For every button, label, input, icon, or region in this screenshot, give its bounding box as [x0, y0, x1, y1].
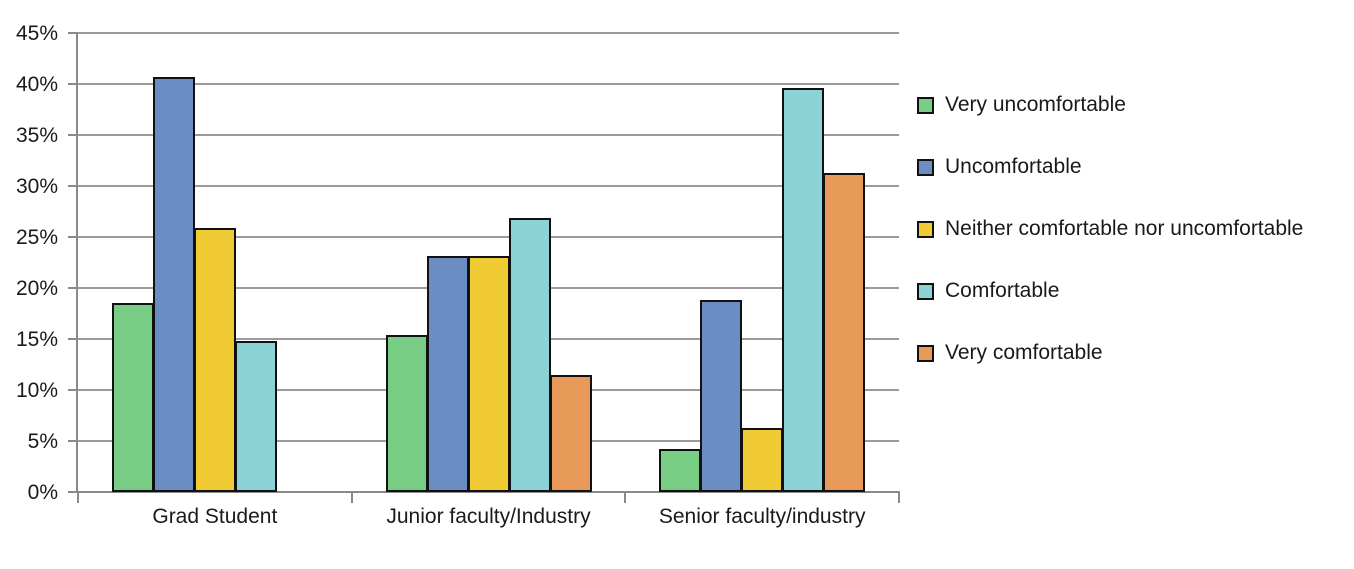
bar	[467, 256, 510, 492]
legend-item: Uncomfortable	[917, 156, 1082, 178]
y-axis-tick	[68, 491, 76, 493]
y-axis-tick-label: 5%	[27, 430, 58, 453]
bar	[549, 374, 592, 492]
x-axis-line	[76, 491, 900, 493]
x-axis-tick	[350, 493, 353, 503]
gridline	[78, 236, 899, 238]
legend-item: Comfortable	[917, 280, 1059, 302]
legend-item: Very uncomfortable	[917, 94, 1126, 116]
legend-label: Neither comfortable nor uncomfortable	[945, 217, 1304, 240]
y-axis-tick-label: 40%	[15, 73, 58, 96]
legend-swatch-icon	[917, 282, 934, 300]
y-axis-tick-label: 25%	[15, 226, 58, 249]
legend-label: Uncomfortable	[945, 155, 1082, 178]
y-axis-tick-label: 20%	[15, 277, 58, 300]
bar	[426, 256, 469, 492]
y-axis-tick	[68, 236, 76, 238]
y-axis-line	[76, 32, 78, 493]
x-axis-category-label: Junior faculty/Industry	[386, 505, 591, 528]
x-axis-tick	[898, 493, 900, 503]
x-axis-category-label: Grad Student	[152, 505, 278, 528]
x-axis-tick	[77, 493, 79, 503]
legend-swatch-icon	[917, 220, 934, 238]
y-axis-tick	[68, 389, 76, 391]
y-axis-tick	[68, 134, 76, 136]
y-axis-tick	[68, 83, 76, 85]
bar	[152, 76, 195, 492]
y-axis-tick-label: 30%	[15, 175, 58, 198]
legend-item: Neither comfortable nor uncomfortable	[917, 218, 1303, 240]
gridline	[78, 134, 899, 136]
bar	[193, 227, 236, 492]
legend-swatch-icon	[917, 344, 934, 362]
bar	[823, 172, 866, 492]
y-axis-tick	[68, 32, 76, 34]
bar	[234, 341, 277, 492]
gridline	[78, 83, 899, 85]
y-axis-tick-label: 10%	[15, 379, 58, 402]
gridline	[78, 185, 899, 187]
y-axis-tick-label: 35%	[15, 124, 58, 147]
x-axis-tick	[624, 493, 627, 503]
bar	[659, 449, 702, 492]
legend-item: Very comfortable	[917, 342, 1103, 364]
gridline	[78, 32, 899, 34]
bar	[385, 334, 428, 492]
bar	[111, 303, 154, 492]
y-axis-tick	[68, 185, 76, 187]
x-axis-category-label: Senior faculty/industry	[658, 505, 866, 528]
y-axis-tick	[68, 287, 76, 289]
legend-label: Comfortable	[945, 279, 1060, 302]
y-axis-tick	[68, 440, 76, 442]
bar	[741, 427, 784, 492]
bar	[700, 300, 743, 492]
y-axis-tick-label: 45%	[15, 22, 58, 45]
y-axis-tick	[68, 338, 76, 340]
legend-swatch-icon	[917, 96, 934, 114]
y-axis-tick-label: 15%	[15, 328, 58, 351]
legend-label: Very comfortable	[945, 341, 1103, 364]
bar	[508, 217, 551, 492]
bar	[782, 88, 825, 492]
legend-label: Very uncomfortable	[945, 93, 1126, 116]
legend-swatch-icon	[917, 158, 934, 176]
y-axis-tick-label: 0%	[27, 481, 58, 504]
